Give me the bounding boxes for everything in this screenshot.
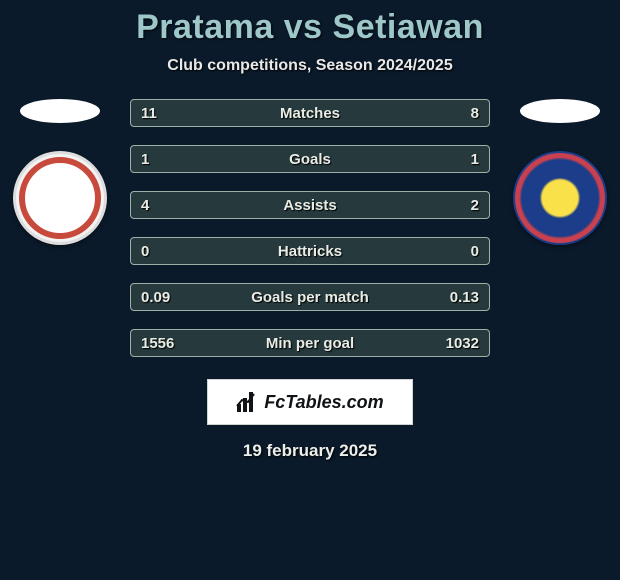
right-column	[510, 99, 610, 245]
club-badge-left	[13, 151, 107, 245]
stat-left-value: 1556	[141, 335, 185, 352]
stat-right-value: 1032	[435, 335, 479, 352]
stat-row-assists: 4 Assists 2	[130, 191, 490, 219]
country-flag-right	[520, 99, 600, 123]
stat-list: 11 Matches 8 1 Goals 1 4 Assists 2 0 Hat…	[130, 99, 490, 357]
left-column	[10, 99, 110, 245]
stat-left-value: 1	[141, 151, 185, 168]
stat-right-value: 1	[435, 151, 479, 168]
page-title: Pratama vs Setiawan	[136, 8, 484, 47]
comparison-card: Pratama vs Setiawan Club competitions, S…	[0, 0, 620, 461]
country-flag-left	[20, 99, 100, 123]
stat-row-gpm: 0.09 Goals per match 0.13	[130, 283, 490, 311]
club-badge-right	[513, 151, 607, 245]
card-subtitle: Club competitions, Season 2024/2025	[167, 57, 452, 75]
vs-text: vs	[284, 8, 323, 46]
player-left-name: Pratama	[136, 8, 274, 46]
stat-row-goals: 1 Goals 1	[130, 145, 490, 173]
stat-left-value: 11	[141, 105, 185, 122]
stat-row-hattricks: 0 Hattricks 0	[130, 237, 490, 265]
comparison-body: 11 Matches 8 1 Goals 1 4 Assists 2 0 Hat…	[0, 99, 620, 357]
stat-right-value: 0.13	[435, 289, 479, 306]
stat-left-value: 0.09	[141, 289, 185, 306]
stat-right-value: 8	[435, 105, 479, 122]
stat-right-value: 2	[435, 197, 479, 214]
date-text: 19 february 2025	[243, 441, 377, 461]
branding-text: FcTables.com	[264, 392, 383, 413]
stat-row-matches: 11 Matches 8	[130, 99, 490, 127]
branding-link[interactable]: FcTables.com	[207, 379, 413, 425]
stat-left-value: 4	[141, 197, 185, 214]
chart-icon	[236, 392, 258, 412]
stat-right-value: 0	[435, 243, 479, 260]
stat-left-value: 0	[141, 243, 185, 260]
stat-row-mpg: 1556 Min per goal 1032	[130, 329, 490, 357]
player-right-name: Setiawan	[333, 8, 484, 46]
